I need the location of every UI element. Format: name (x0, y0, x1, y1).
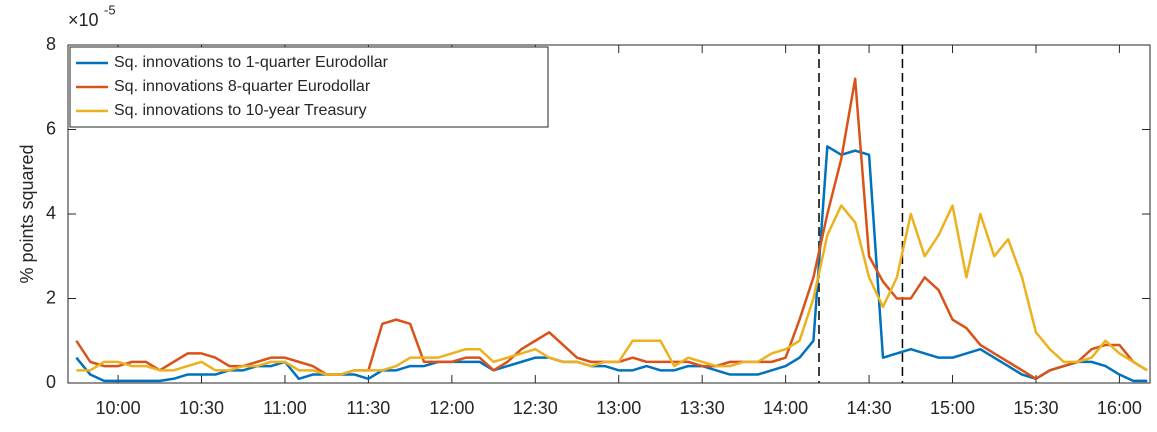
x-tick-label: 14:30 (847, 398, 892, 418)
y-tick-label: 0 (46, 372, 56, 392)
plot-frame (67, 44, 1151, 384)
x-tick-label: 12:30 (513, 398, 558, 418)
series-line (76, 204, 1148, 376)
y-tick-label: 2 (46, 287, 56, 307)
y-multiplier: ×10 (68, 10, 99, 30)
series-line (75, 145, 1148, 383)
y-tick-label: 6 (46, 118, 56, 138)
y-axis-label: % points squared (17, 144, 37, 283)
x-tick-label: 13:00 (596, 398, 641, 418)
legend: Sq. innovations to 1-quarter Eurodollar S… (69, 46, 549, 128)
y-multiplier-exponent: -5 (104, 2, 116, 17)
x-tick-label: 10:30 (179, 398, 224, 418)
legend-label: Sq. innovations to 1-quarter Eurodollar (114, 54, 389, 71)
x-tick-label: 11:00 (263, 398, 307, 418)
x-tick-label: 13:30 (680, 398, 725, 418)
legend-label: Sq. innovations 8-quarter Eurodollar (114, 78, 371, 95)
x-tick-label: 15:00 (930, 398, 975, 418)
x-tick-label: 11:30 (347, 398, 391, 418)
x-tick-label: 16:00 (1097, 398, 1142, 418)
legend-box (69, 46, 549, 128)
x-tick-label: 10:00 (96, 398, 141, 418)
y-tick-label: 8 (46, 34, 56, 54)
x-tick-label: 14:00 (763, 398, 808, 418)
x-tick-label: 12:00 (429, 398, 474, 418)
legend-label: Sq. innovations to 10-year Treasury (114, 102, 367, 119)
y-tick-label: 4 (46, 203, 56, 223)
x-tick-label: 15:30 (1013, 398, 1058, 418)
